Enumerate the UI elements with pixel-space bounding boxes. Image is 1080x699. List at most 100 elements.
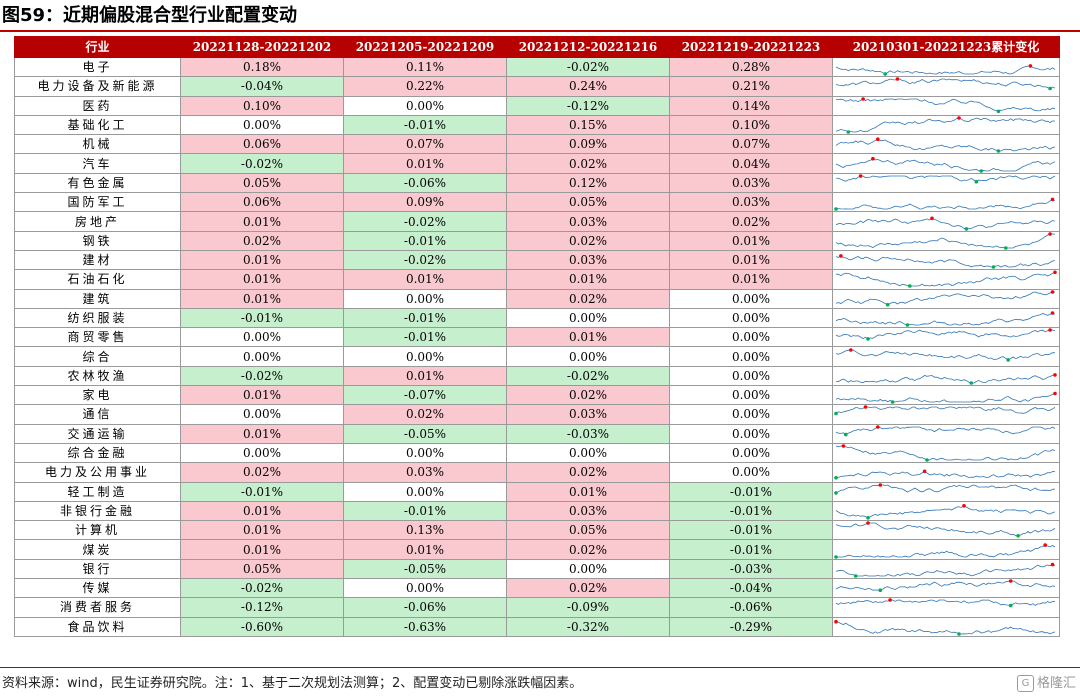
sparkline-min-marker bbox=[969, 381, 974, 385]
week-1-change: 0.01% bbox=[180, 500, 344, 522]
week-2-change: -0.07% bbox=[343, 385, 507, 406]
industry-name: 传媒 bbox=[14, 578, 181, 599]
sparkline bbox=[834, 483, 1056, 495]
industry-name: 电力设备及新能源 bbox=[14, 76, 181, 97]
week-3-change: 0.02% bbox=[506, 462, 670, 483]
industry-name: 交通运输 bbox=[14, 423, 181, 444]
table-row: 基础化工 0.00% -0.01% 0.15% 0.10% bbox=[14, 114, 1060, 136]
cumulative-sparkline-cell bbox=[832, 500, 1060, 522]
week-4-change: 0.21% bbox=[669, 76, 833, 97]
table-row: 通信 0.00% 0.02% 0.03% 0.00% bbox=[14, 404, 1060, 425]
week-1-change: 0.00% bbox=[180, 346, 344, 367]
cumulative-sparkline-cell bbox=[832, 481, 1060, 502]
week-2-change: -0.02% bbox=[343, 211, 507, 232]
table-header-row: 行业 20221128-20221202 20221205-20221209 2… bbox=[14, 36, 1060, 58]
sparkline-max-marker bbox=[1028, 64, 1033, 68]
sparkline-max-marker bbox=[1048, 232, 1052, 236]
week-1-change: 0.02% bbox=[180, 230, 344, 251]
sparkline-min-marker bbox=[1048, 87, 1052, 91]
cumulative-sparkline-cell bbox=[832, 211, 1060, 232]
table-row: 钢铁 0.02% -0.01% 0.02% 0.01% bbox=[14, 230, 1060, 251]
week-2-change: 0.22% bbox=[343, 76, 507, 97]
table-row: 商贸零售 0.00% -0.01% 0.01% 0.00% bbox=[14, 327, 1060, 348]
sparkline-max-marker bbox=[863, 405, 868, 410]
sparkline bbox=[834, 405, 1056, 416]
sparkline bbox=[834, 542, 1056, 559]
sparkline-path bbox=[835, 233, 1056, 249]
week-4-change: 0.00% bbox=[669, 404, 833, 425]
sparkline-min-marker bbox=[905, 323, 910, 327]
week-3-change: 0.01% bbox=[506, 269, 670, 290]
week-1-change: -0.02% bbox=[180, 365, 344, 387]
sparkline-min-marker bbox=[866, 515, 870, 520]
header-cumulative: 20210301-20221223累计变化 bbox=[832, 36, 1060, 58]
week-2-change: -0.05% bbox=[343, 423, 507, 444]
table-row: 非银行金融 0.01% -0.01% 0.03% -0.01% bbox=[14, 500, 1060, 522]
week-1-change: 0.06% bbox=[180, 192, 344, 213]
cumulative-sparkline-cell bbox=[832, 249, 1060, 271]
cumulative-sparkline-cell bbox=[832, 597, 1060, 618]
week-1-change: 0.06% bbox=[180, 134, 344, 155]
table-row: 电力设备及新能源 -0.04% 0.22% 0.24% 0.21% bbox=[14, 76, 1060, 97]
cumulative-sparkline-cell bbox=[832, 423, 1060, 444]
industry-name: 基础化工 bbox=[14, 114, 181, 136]
week-4-change: -0.03% bbox=[669, 558, 833, 580]
sparkline-max-marker bbox=[876, 137, 880, 142]
sparkline bbox=[835, 521, 1056, 538]
week-2-change: -0.02% bbox=[343, 249, 507, 271]
sparkline-max-marker bbox=[930, 216, 934, 220]
industry-name: 医药 bbox=[14, 95, 181, 116]
cumulative-sparkline-cell bbox=[832, 307, 1060, 329]
week-4-change: -0.01% bbox=[669, 500, 833, 522]
sparkline-min-marker bbox=[834, 412, 838, 416]
header-week-1: 20221128-20221202 bbox=[180, 36, 344, 58]
sparkline bbox=[835, 254, 1056, 269]
watermark: G 格隆汇 bbox=[1016, 672, 1076, 696]
industry-name: 电子 bbox=[14, 56, 181, 78]
week-3-change: 0.05% bbox=[506, 520, 670, 541]
week-1-change: -0.04% bbox=[180, 76, 344, 97]
sparkline-max-marker bbox=[849, 347, 853, 352]
allocation-table: 行业 20221128-20221202 20221205-20221209 2… bbox=[14, 36, 1060, 637]
industry-name: 纺织服装 bbox=[14, 307, 181, 329]
week-1-change: -0.02% bbox=[180, 153, 344, 174]
industry-name: 计算机 bbox=[14, 520, 181, 541]
week-2-change: 0.00% bbox=[343, 442, 507, 464]
week-1-change: 0.05% bbox=[180, 558, 344, 580]
table-row: 建材 0.01% -0.02% 0.03% 0.01% bbox=[14, 249, 1060, 271]
sparkline-path bbox=[835, 291, 1055, 305]
industry-name: 有色金属 bbox=[14, 172, 181, 194]
week-1-change: 0.01% bbox=[180, 520, 344, 541]
week-4-change: -0.01% bbox=[669, 539, 833, 560]
week-4-change: 0.01% bbox=[669, 269, 833, 290]
week-3-change: 0.00% bbox=[506, 346, 670, 367]
cumulative-sparkline-cell bbox=[832, 153, 1060, 174]
sparkline-max-marker bbox=[1053, 270, 1057, 275]
cumulative-sparkline-cell bbox=[832, 76, 1060, 97]
sparkline bbox=[835, 579, 1056, 593]
week-4-change: 0.00% bbox=[669, 327, 833, 348]
week-3-change: 0.02% bbox=[506, 153, 670, 174]
week-3-change: 0.00% bbox=[506, 558, 670, 580]
table-row: 银行 0.05% -0.05% 0.00% -0.03% bbox=[14, 558, 1060, 580]
header-industry: 行业 bbox=[14, 36, 181, 58]
sparkline-min-marker bbox=[925, 458, 929, 462]
week-3-change: 0.01% bbox=[506, 481, 670, 502]
week-1-change: 0.00% bbox=[180, 327, 344, 348]
industry-name: 非银行金融 bbox=[14, 500, 181, 522]
cumulative-sparkline-cell bbox=[832, 616, 1060, 637]
cumulative-sparkline-cell bbox=[832, 462, 1060, 483]
week-1-change: 0.05% bbox=[180, 172, 344, 194]
sparkline-max-marker bbox=[1050, 197, 1055, 202]
week-2-change: 0.02% bbox=[343, 404, 507, 425]
sparkline bbox=[835, 97, 1056, 113]
sparkline-max-marker bbox=[861, 97, 865, 101]
week-1-change: 0.01% bbox=[180, 211, 344, 232]
cumulative-sparkline-cell bbox=[832, 558, 1060, 580]
table-row: 农林牧渔 -0.02% 0.01% -0.02% 0.00% bbox=[14, 365, 1060, 387]
sparkline-max-marker bbox=[858, 174, 863, 178]
sparkline-path bbox=[835, 139, 1056, 152]
week-4-change: 0.01% bbox=[669, 249, 833, 271]
week-2-change: 0.01% bbox=[343, 269, 507, 290]
sparkline-path bbox=[835, 505, 1056, 519]
